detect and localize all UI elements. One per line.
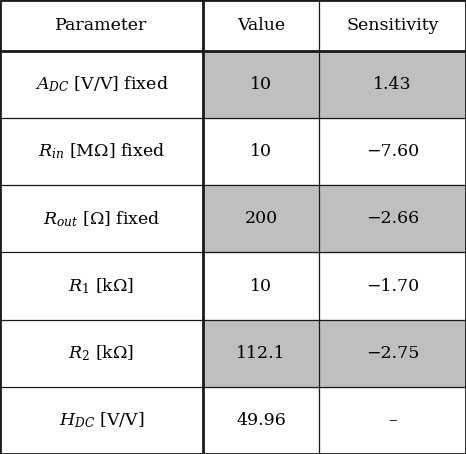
Text: 10: 10 bbox=[250, 277, 272, 295]
Text: $H_{DC}$ [V/V]: $H_{DC}$ [V/V] bbox=[59, 410, 144, 430]
Text: Parameter: Parameter bbox=[55, 17, 148, 34]
Text: $R_{1}$ [kΩ]: $R_{1}$ [kΩ] bbox=[69, 276, 134, 296]
Text: −2.66: −2.66 bbox=[366, 210, 419, 227]
Text: −7.60: −7.60 bbox=[366, 143, 419, 160]
Text: $A_{DC}$ [V/V] fixed: $A_{DC}$ [V/V] fixed bbox=[34, 74, 168, 94]
Text: Value: Value bbox=[237, 17, 285, 34]
Text: 10: 10 bbox=[250, 76, 272, 93]
Text: $R_{out}$ [Ω] fixed: $R_{out}$ [Ω] fixed bbox=[42, 209, 160, 229]
Text: −2.75: −2.75 bbox=[366, 345, 419, 362]
Text: 49.96: 49.96 bbox=[236, 412, 286, 429]
Text: $R_{2}$ [kΩ]: $R_{2}$ [kΩ] bbox=[69, 343, 134, 363]
Text: 10: 10 bbox=[250, 143, 272, 160]
Text: –: – bbox=[388, 412, 397, 429]
Bar bbox=[203, 51, 466, 118]
Text: 112.1: 112.1 bbox=[236, 345, 286, 362]
Text: Sensitivity: Sensitivity bbox=[346, 17, 439, 34]
Text: 1.43: 1.43 bbox=[373, 76, 412, 93]
Bar bbox=[0, 0, 466, 51]
Text: $R_{in}$ [MΩ] fixed: $R_{in}$ [MΩ] fixed bbox=[38, 142, 165, 162]
Bar bbox=[203, 185, 466, 252]
Bar bbox=[203, 320, 466, 387]
Text: 200: 200 bbox=[244, 210, 278, 227]
Text: −1.70: −1.70 bbox=[366, 277, 419, 295]
